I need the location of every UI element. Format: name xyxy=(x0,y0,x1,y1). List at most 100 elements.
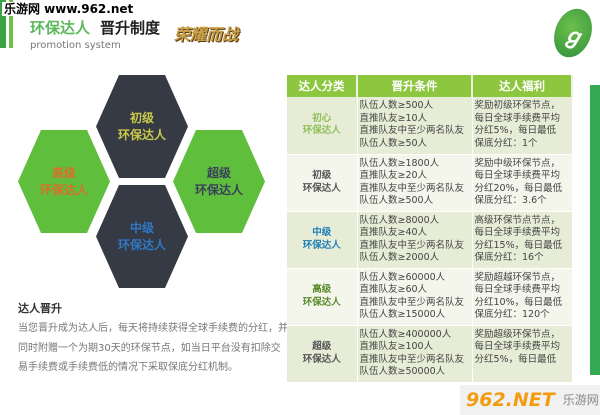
hexagon-middle: 中级 环保达人 xyxy=(96,185,188,288)
table-row: 中级 环保达人 队伍人数≥8000人 直推队友≥40人 直推队友中至少两名队友 队伍人数≥… xyxy=(287,211,573,269)
category-level: 高级 xyxy=(312,284,332,295)
condition-line: 直推队友≥100人 xyxy=(359,341,434,352)
benefit-cell: 奖励超级环保节点， 每日全球手续费平均 分红5%，每日最低 xyxy=(472,325,573,383)
hex-label: 环保达人 xyxy=(117,127,166,142)
table-header: 达人分类 晋升条件 达人福利 xyxy=(287,75,573,97)
benefit-cell: 奖励中级环保节点， 每日全球手续费平均 分红20%，每日最低 保底分红：3.6个 xyxy=(472,154,573,212)
section-paragraph: 当您晋升成为达人后，每天将持续获得全球手续费的分红，并同时附赠一个为期30天的环… xyxy=(18,323,288,373)
title-dark: 晋升制度 xyxy=(100,19,161,37)
accent-bar-light xyxy=(9,0,13,48)
header-conditions: 晋升条件 xyxy=(357,75,473,97)
hex-label: 环保达人 xyxy=(194,182,243,197)
category-name: 环保达人 xyxy=(302,353,341,365)
category-cell: 中级 环保达人 xyxy=(287,211,358,269)
category-cell: 超级 环保达人 xyxy=(287,325,358,383)
benefit-line: 保底分红：16个 xyxy=(474,252,544,263)
watermark-top: 乐游网 www.962.net xyxy=(2,2,136,16)
condition-line: 队伍人数≥2000人 xyxy=(359,252,440,263)
category-level: 中级 xyxy=(312,227,332,238)
hex-label: 环保达人 xyxy=(117,237,166,252)
condition-line: 直推队友中至少两名队友 xyxy=(359,353,465,365)
header-benefits: 达人福利 xyxy=(472,75,573,97)
benefit-line: 每日全球手续费平均 xyxy=(474,112,561,124)
conditions-cell: 队伍人数≥400000人 直推队友≥100人 直推队友中至少两名队友 队伍人数≥500… xyxy=(357,325,473,383)
benefit-line: 奖励超级环保节点， xyxy=(474,328,561,340)
hexagon-junior: 初级 环保达人 xyxy=(96,75,188,178)
section-heading: 达人晋升 xyxy=(18,302,62,315)
conditions-cell: 队伍人数≥1800人 直推队友≥20人 直推队友中至少两名队友 队伍人数≥500人 xyxy=(357,154,473,212)
promotion-table: 达人分类 晋升条件 达人福利 初心 环保达人 队伍人数≥500人 直推队友≥10人 直推… xyxy=(287,75,573,383)
watermark-sub: 乐游网 xyxy=(562,393,599,407)
hexagon-senior: 高级 环保达人 xyxy=(18,130,110,233)
condition-line: 队伍人数≥50000人 xyxy=(359,366,446,377)
benefit-line: 奖励超越环保节点， xyxy=(474,271,561,283)
condition-line: 直推队友中至少两名队友 xyxy=(359,182,465,194)
header-category: 达人分类 xyxy=(287,75,358,97)
category-name: 环保达人 xyxy=(302,125,341,137)
category-cell: 初级 环保达人 xyxy=(287,154,358,212)
benefit-line: 每日全球手续费平均 xyxy=(474,341,561,352)
benefit-line: 每日全球手续费平均 xyxy=(474,227,561,238)
category-name: 环保达人 xyxy=(302,296,341,308)
category-cell: 初心 环保达人 xyxy=(287,97,358,155)
benefit-line: 分红10%，每日最低 xyxy=(474,296,563,308)
benefit-line: 分红5%，每日最低 xyxy=(474,125,557,137)
subtitle: promotion system xyxy=(30,40,121,51)
condition-line: 直推队友≥40人 xyxy=(359,227,428,238)
category-level: 初级 xyxy=(312,170,332,181)
category-name: 环保达人 xyxy=(302,239,341,251)
condition-line: 队伍人数≥1800人 xyxy=(359,157,440,169)
hex-label: 初级 xyxy=(129,110,154,125)
condition-line: 直推队友中至少两名队友 xyxy=(359,296,465,308)
category-level: 超级 xyxy=(312,341,332,352)
conditions-cell: 队伍人数≥60000人 直推队友≥60人 直推队友中至少两名队友 队伍人数≥15000… xyxy=(357,268,473,326)
benefit-cell: 奖励超越环保节点， 每日全球手续费平均 分红10%，每日最低 保底分红：120个 xyxy=(472,268,573,326)
benefit-line: 保底分红：1个 xyxy=(474,137,538,149)
condition-line: 队伍人数≥500人 xyxy=(359,100,434,112)
benefit-line: 每日全球手续费平均 xyxy=(474,170,561,181)
condition-line: 直推队友≥60人 xyxy=(359,284,428,295)
condition-line: 队伍人数≥400000人 xyxy=(359,328,452,340)
benefit-line: 保底分红：3.6个 xyxy=(474,195,547,206)
table-row: 超级 环保达人 队伍人数≥400000人 直推队友≥100人 直推队友中至少两名队友 队伍… xyxy=(287,325,573,383)
category-level: 初心 xyxy=(312,112,332,124)
hexagon-super: 超级 环保达人 xyxy=(173,130,265,233)
conditions-cell: 队伍人数≥500人 直推队友≥10人 直推队友中至少两名队友 队伍人数≥50人 xyxy=(357,97,473,155)
page-title: 环保达人 晋升制度 xyxy=(30,19,160,37)
benefit-line: 奖励初级环保节点， xyxy=(474,100,561,112)
benefit-line: 分红15%，每日最低 xyxy=(474,239,563,251)
hex-label: 中级 xyxy=(129,220,154,235)
table-row: 初级 环保达人 队伍人数≥1800人 直推队友≥20人 直推队友中至少两名队友 队伍人数≥… xyxy=(287,154,573,212)
title-green: 环保达人 xyxy=(30,19,91,37)
table-row: 高级 环保达人 队伍人数≥60000人 直推队友≥60人 直推队友中至少两名队友 队伍人数… xyxy=(287,268,573,326)
benefit-line: 分红5%，每日最低 xyxy=(474,353,557,365)
benefit-line: 高级环保节点节点， xyxy=(474,214,561,226)
watermark-bottom: 962.NET 乐游网 xyxy=(460,385,600,415)
category-name: 环保达人 xyxy=(302,182,341,194)
condition-line: 直推队友≥10人 xyxy=(359,112,428,124)
benefit-line: 奖励中级环保节点， xyxy=(474,157,561,169)
game-logo: 荣耀而战 xyxy=(173,25,238,44)
condition-line: 队伍人数≥50人 xyxy=(359,137,428,149)
condition-line: 队伍人数≥60000人 xyxy=(359,271,446,283)
condition-line: 直推队友中至少两名队友 xyxy=(359,125,465,137)
hex-label: 环保达人 xyxy=(39,182,88,197)
condition-line: 队伍人数≥500人 xyxy=(359,195,434,206)
conditions-cell: 队伍人数≥8000人 直推队友≥40人 直推队友中至少两名队友 队伍人数≥2000人 xyxy=(357,211,473,269)
hex-label: 超级 xyxy=(206,165,231,180)
condition-line: 直推队友≥20人 xyxy=(359,170,428,181)
benefit-line: 每日全球手续费平均 xyxy=(474,284,561,295)
benefit-line: 分红20%，每日最低 xyxy=(474,182,563,194)
accent-bar xyxy=(0,0,6,48)
condition-line: 直推队友中至少两名队友 xyxy=(359,239,465,251)
condition-line: 队伍人数≥15000人 xyxy=(359,309,446,320)
condition-line: 队伍人数≥8000人 xyxy=(359,214,440,226)
watermark-main: 962.NET xyxy=(466,389,555,411)
hex-label: 高级 xyxy=(51,165,76,180)
benefit-line xyxy=(475,366,570,379)
benefit-cell: 奖励初级环保节点， 每日全球手续费平均 分红5%，每日最低 保底分红：1个 xyxy=(472,97,573,155)
side-green-bar xyxy=(590,85,600,375)
benefit-line: 保底分红：120个 xyxy=(474,309,550,320)
table-row: 初心 环保达人 队伍人数≥500人 直推队友≥10人 直推队友中至少两名队友 队伍人数≥5… xyxy=(287,97,573,155)
leaf-logo-icon: ℊ xyxy=(547,3,599,63)
